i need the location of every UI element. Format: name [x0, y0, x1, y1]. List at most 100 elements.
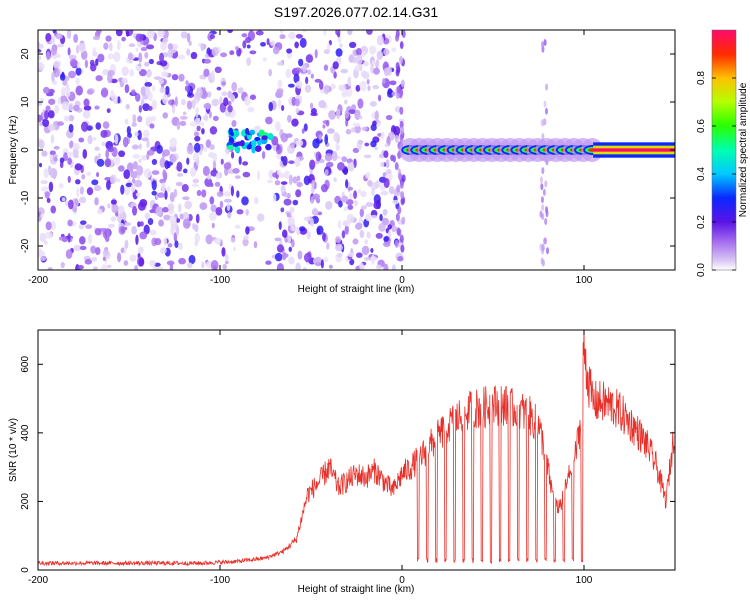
- heatmap-cell: [43, 167, 49, 179]
- heatmap-cell: [359, 262, 364, 270]
- heatmap-cell: [352, 147, 360, 153]
- heatmap-cell: [265, 116, 273, 125]
- heatmap-cell: [50, 220, 57, 231]
- heatmap-cell: [356, 47, 362, 56]
- heatmap-cell: [256, 213, 265, 222]
- heatmap-cell: [121, 36, 126, 42]
- heatmap-cell: [176, 120, 181, 131]
- heatmap-cell: [305, 54, 314, 63]
- spectrogram-y-label: Frequency (Hz): [8, 116, 19, 185]
- x-tick-label: 0: [399, 575, 405, 586]
- heatmap-cell: [355, 84, 361, 92]
- heatmap-cell: [375, 264, 382, 270]
- heatmap-cell: [44, 109, 50, 120]
- heatmap-cell: [276, 169, 281, 176]
- heatmap-cell: [378, 153, 385, 159]
- heatmap-cell: [107, 203, 111, 209]
- heatmap-cell: [295, 262, 301, 270]
- spectrogram-x-axis: -200 -100 0 100: [28, 30, 593, 286]
- heatmap-cell: [72, 145, 81, 150]
- heatmap-cell: [163, 214, 171, 221]
- heatmap-cell: [242, 238, 249, 247]
- heatmap-cell: [369, 100, 377, 107]
- heatmap-cell: [142, 129, 150, 139]
- heatmap-cell: [59, 157, 65, 163]
- heatmap-cell: [105, 149, 110, 159]
- heatmap-cell: [361, 245, 370, 255]
- heatmap-cell: [79, 245, 87, 251]
- heatmap-cell: [191, 99, 196, 109]
- heatmap-cell: [545, 206, 549, 214]
- heatmap-cell: [280, 181, 288, 185]
- heatmap-cell: [47, 267, 53, 270]
- heatmap-cell: [212, 115, 219, 122]
- heatmap-cell: [286, 48, 293, 54]
- heatmap-cell: [210, 259, 219, 270]
- heatmap-cell: [385, 158, 390, 169]
- heatmap-cell: [158, 219, 164, 227]
- heatmap-cell: [177, 54, 186, 60]
- heatmap-cell: [196, 157, 200, 166]
- heatmap-cell: [106, 108, 111, 114]
- heatmap-cell: [73, 104, 80, 112]
- heatmap-cell: [540, 183, 544, 191]
- heatmap-cell: [396, 184, 401, 193]
- heatmap-cell: [97, 53, 105, 63]
- heatmap-cell: [138, 52, 143, 63]
- heatmap-cell: [162, 37, 168, 45]
- heatmap-cell: [213, 166, 217, 173]
- heatmap-cell: [173, 188, 178, 198]
- heatmap-cell: [177, 203, 182, 213]
- heatmap-cell: [314, 78, 322, 83]
- heatmap-cell: [219, 200, 224, 209]
- colorbar-tick-label: 0.6: [696, 119, 707, 133]
- heatmap-cell: [167, 43, 174, 50]
- heatmap-cell: [68, 70, 76, 79]
- heatmap-cell: [292, 199, 299, 206]
- heatmap-cell: [374, 110, 379, 121]
- heatmap-cell: [145, 86, 151, 97]
- heatmap-cell: [186, 48, 191, 56]
- heatmap-cell: [86, 171, 92, 176]
- heatmap-cell: [383, 236, 389, 242]
- heatmap-cell: [175, 181, 183, 187]
- heatmap-cell: [347, 161, 355, 172]
- heatmap-cell: [164, 190, 168, 200]
- heatmap-cell: [376, 50, 384, 60]
- heatmap-cell: [360, 205, 367, 210]
- heatmap-cell: [208, 110, 212, 119]
- heatmap-cell: [341, 230, 346, 239]
- heatmap-cell: [90, 63, 97, 72]
- heatmap-cell: [48, 181, 54, 193]
- heatmap-cell: [376, 122, 381, 128]
- heatmap-cell: [154, 238, 162, 246]
- heatmap-cell: [286, 114, 292, 123]
- heatmap-cell: [347, 30, 353, 36]
- heatmap-cell: [391, 91, 396, 96]
- heatmap-cell: [47, 165, 52, 176]
- heatmap-cell: [209, 196, 215, 205]
- heatmap-cell: [138, 158, 142, 163]
- heatmap-cell: [53, 154, 58, 159]
- heatmap-cell: [210, 182, 214, 188]
- heatmap-cell: [202, 165, 210, 177]
- heatmap-cell: [105, 35, 112, 42]
- heatmap-cell: [546, 247, 550, 255]
- heatmap-cell: [350, 127, 356, 133]
- heatmap-cell: [254, 197, 259, 205]
- heatmap-cell: [75, 67, 82, 76]
- heatmap-cell: [187, 262, 193, 269]
- heatmap-cell: [124, 185, 131, 196]
- heatmap-cell: [288, 174, 293, 186]
- heatmap-cell: [310, 217, 314, 227]
- heatmap-cell: [541, 243, 545, 251]
- snr-panel: -200 -100 0 100 0 200 400 600 Height of straig…: [8, 329, 676, 595]
- heatmap-cell: [311, 180, 315, 188]
- heatmap-cell: [47, 124, 56, 131]
- heatmap-cell: [144, 82, 153, 88]
- heatmap-cell: [230, 93, 235, 103]
- heatmap-cell: [277, 79, 283, 89]
- heatmap-cell: [288, 31, 296, 40]
- heatmap-cell: [380, 190, 389, 196]
- heatmap-cell: [178, 242, 183, 251]
